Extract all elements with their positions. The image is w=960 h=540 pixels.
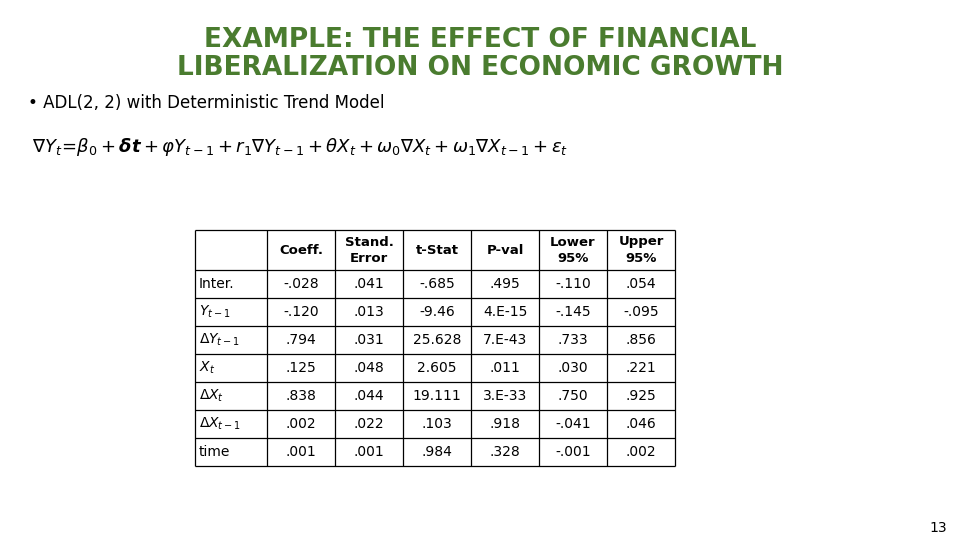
- Text: t-Stat: t-Stat: [416, 244, 459, 256]
- Text: .495: .495: [490, 277, 520, 291]
- Text: .328: .328: [490, 445, 520, 459]
- Text: -.110: -.110: [555, 277, 590, 291]
- Text: -.041: -.041: [555, 417, 590, 431]
- Text: 95%: 95%: [625, 252, 657, 265]
- Text: $X_t$: $X_t$: [199, 360, 215, 376]
- Text: .044: .044: [353, 389, 384, 403]
- Text: .022: .022: [353, 417, 384, 431]
- Text: 25.628: 25.628: [413, 333, 461, 347]
- Text: 3.E-33: 3.E-33: [483, 389, 527, 403]
- Text: -.145: -.145: [555, 305, 590, 319]
- Text: Inter.: Inter.: [199, 277, 234, 291]
- Text: 2.605: 2.605: [418, 361, 457, 375]
- Text: 4.E-15: 4.E-15: [483, 305, 527, 319]
- Text: -.685: -.685: [420, 277, 455, 291]
- Text: Lower: Lower: [550, 235, 596, 248]
- Text: .918: .918: [490, 417, 520, 431]
- Text: .221: .221: [626, 361, 657, 375]
- Text: .733: .733: [558, 333, 588, 347]
- Text: .030: .030: [558, 361, 588, 375]
- Text: Stand.: Stand.: [345, 235, 394, 248]
- Text: .048: .048: [353, 361, 384, 375]
- Text: Error: Error: [349, 252, 388, 265]
- Text: $\Delta X_t$: $\Delta X_t$: [199, 388, 224, 404]
- Text: -.095: -.095: [623, 305, 659, 319]
- Text: -.001: -.001: [555, 445, 590, 459]
- Text: .794: .794: [286, 333, 317, 347]
- Text: EXAMPLE: THE EFFECT OF FINANCIAL: EXAMPLE: THE EFFECT OF FINANCIAL: [204, 27, 756, 53]
- Text: 7.E-43: 7.E-43: [483, 333, 527, 347]
- Text: .838: .838: [285, 389, 317, 403]
- Text: .750: .750: [558, 389, 588, 403]
- Text: $\nabla Y_t\!=\!\beta_0 + \boldsymbol{\delta t} + \varphi Y_{t-1} + r_1\nabla Y_: $\nabla Y_t\!=\!\beta_0 + \boldsymbol{\d…: [32, 136, 568, 158]
- Text: .054: .054: [626, 277, 657, 291]
- Text: .002: .002: [286, 417, 316, 431]
- Text: LIBERALIZATION ON ECONOMIC GROWTH: LIBERALIZATION ON ECONOMIC GROWTH: [177, 55, 783, 81]
- Text: .001: .001: [353, 445, 384, 459]
- Text: .041: .041: [353, 277, 384, 291]
- Text: P-val: P-val: [487, 244, 524, 256]
- Text: $\Delta Y_{t-1}$: $\Delta Y_{t-1}$: [199, 332, 240, 348]
- Text: -.120: -.120: [283, 305, 319, 319]
- Text: .125: .125: [286, 361, 317, 375]
- Text: .856: .856: [626, 333, 657, 347]
- Text: 13: 13: [929, 521, 947, 535]
- Text: .103: .103: [421, 417, 452, 431]
- Text: 19.111: 19.111: [413, 389, 462, 403]
- Text: .001: .001: [286, 445, 317, 459]
- Text: .002: .002: [626, 445, 657, 459]
- Text: time: time: [199, 445, 230, 459]
- Text: .013: .013: [353, 305, 384, 319]
- Text: Upper: Upper: [618, 235, 663, 248]
- Text: .031: .031: [353, 333, 384, 347]
- Text: $\Delta X_{t-1}$: $\Delta X_{t-1}$: [199, 416, 241, 432]
- Text: -.028: -.028: [283, 277, 319, 291]
- Text: .046: .046: [626, 417, 657, 431]
- Text: • ADL(2, 2) with Deterministic Trend Model: • ADL(2, 2) with Deterministic Trend Mod…: [28, 94, 385, 112]
- Text: $Y_{t-1}$: $Y_{t-1}$: [199, 304, 230, 320]
- Text: 95%: 95%: [558, 252, 588, 265]
- Text: .011: .011: [490, 361, 520, 375]
- Text: .925: .925: [626, 389, 657, 403]
- Text: -9.46: -9.46: [420, 305, 455, 319]
- Text: .984: .984: [421, 445, 452, 459]
- Text: Coeff.: Coeff.: [279, 244, 323, 256]
